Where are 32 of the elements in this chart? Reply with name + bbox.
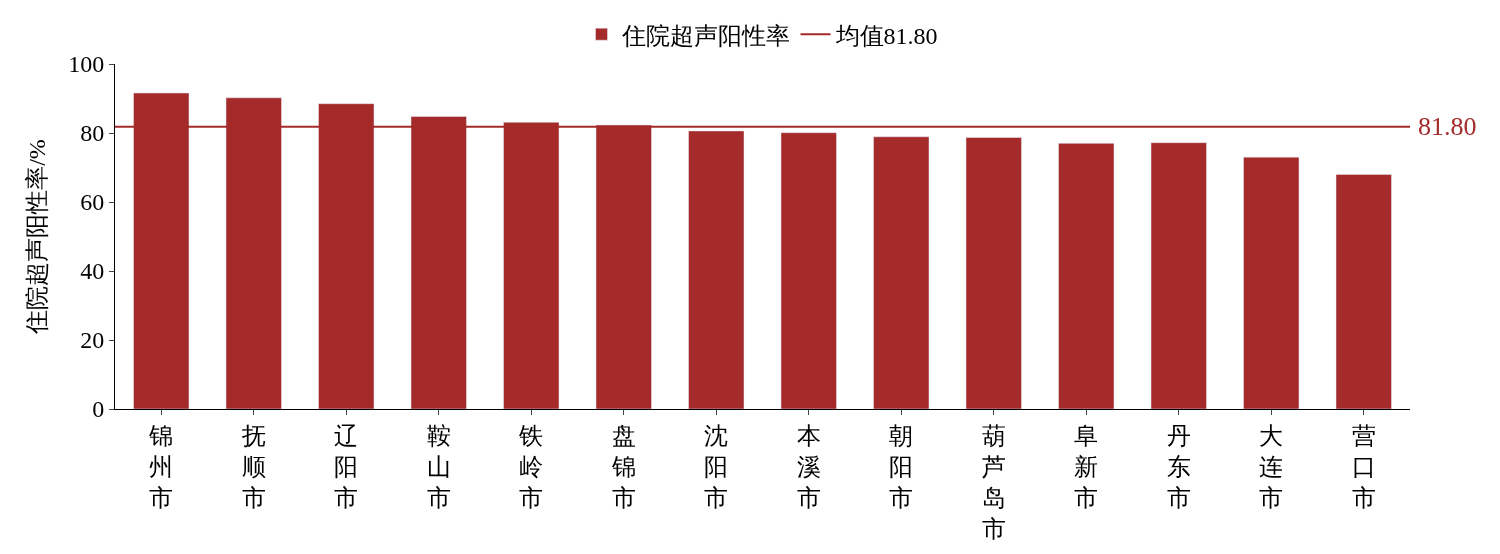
x-tick-label: 朝阳市 [889,422,914,512]
y-tick-label: 40 [80,258,105,285]
text: 81.80 [1418,112,1477,141]
x-tick-label: 营口市 [1351,422,1376,512]
x-tick-label: 葫芦岛市 [981,422,1006,543]
legend-label: 均值81.80 [834,22,938,49]
bar [1335,174,1392,409]
x-tick-label: 盘锦市 [610,422,636,512]
x-tick-label: 沈阳市 [704,422,729,512]
x-tick-label: 抚顺市 [240,422,266,512]
bar [1150,142,1207,409]
x-tick-label: 本溪市 [796,422,821,512]
bar [1058,143,1115,409]
x-tick-label: 大连市 [1259,422,1284,512]
x-tick-label: 锦州市 [148,422,174,512]
y-axis-title: 住院超声阳性率/% [24,139,51,335]
bar [1243,156,1300,409]
x-tick-label: 丹东市 [1166,422,1191,512]
bar [873,136,930,409]
x-tick-label: 铁岭市 [518,422,544,512]
x-tick-label: 辽阳市 [334,422,359,512]
x-tick-label: 阜新市 [1074,422,1099,512]
y-tick-label: 60 [80,189,105,216]
y-tick-label: 80 [80,120,105,147]
x-tick-label: 鞍山市 [426,422,451,512]
y-tick-label: 0 [92,396,105,423]
bar [688,130,745,409]
legend-label: 住院超声阳性率 [620,22,790,49]
bar [965,137,1022,409]
y-tick-label: 100 [68,51,105,78]
y-tick-label: 20 [80,327,105,354]
bar [780,132,837,409]
